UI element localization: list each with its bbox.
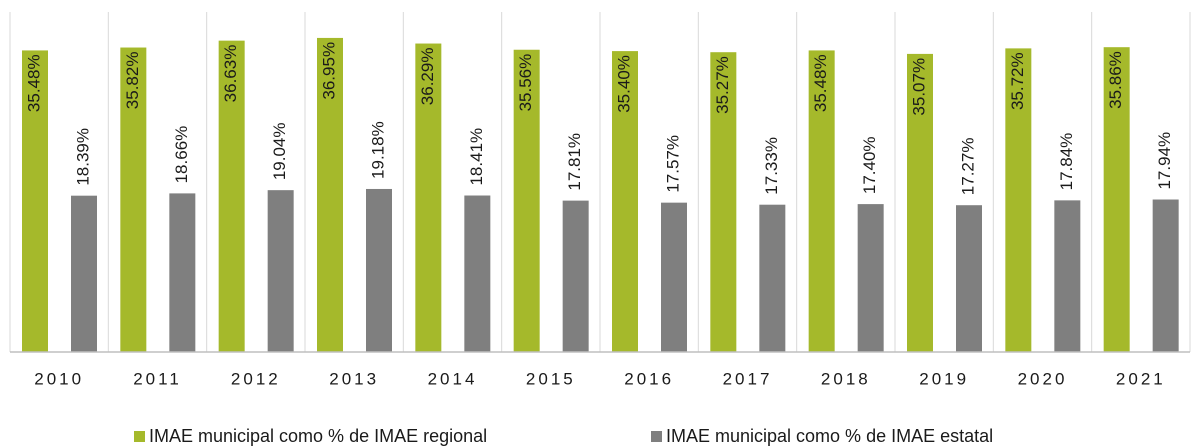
data-label: 36.63%	[221, 45, 240, 103]
bar	[907, 53, 933, 352]
data-label: 17.94%	[1155, 132, 1174, 190]
data-label: 35.40%	[614, 55, 633, 113]
data-label: 35.82%	[123, 52, 142, 110]
x-tick-label: 2010	[34, 369, 84, 388]
bar	[366, 188, 392, 352]
x-tick-label: 2017	[723, 369, 773, 388]
bar	[612, 51, 638, 352]
bar	[415, 43, 442, 352]
legend-swatch	[651, 431, 662, 442]
bar	[759, 204, 786, 352]
x-tick-label: 2011	[133, 369, 182, 388]
bar	[317, 37, 343, 353]
legend-label: IMAE municipal como % de IMAE estatal	[666, 426, 993, 446]
data-label: 18.39%	[73, 128, 92, 186]
data-label: 35.72%	[1008, 52, 1027, 110]
data-label: 35.07%	[909, 58, 928, 116]
data-label: 17.40%	[860, 136, 879, 194]
bar	[1005, 48, 1032, 352]
bar	[1103, 47, 1130, 352]
bar	[120, 47, 147, 352]
data-label: 19.18%	[368, 121, 387, 179]
bar	[1054, 200, 1081, 352]
bar	[218, 40, 245, 353]
bar	[1152, 199, 1179, 352]
data-label: 17.84%	[1057, 133, 1076, 191]
legend-label: IMAE municipal como % de IMAE regional	[149, 426, 487, 446]
bar	[22, 50, 48, 353]
data-label: 35.56%	[516, 54, 535, 112]
bar	[956, 205, 982, 352]
data-label: 17.33%	[762, 137, 781, 195]
data-label: 35.48%	[24, 54, 43, 112]
data-label: 18.66%	[172, 126, 191, 184]
x-tick-label: 2016	[624, 369, 674, 388]
data-label: 35.27%	[713, 56, 732, 114]
data-label: 35.86%	[1106, 51, 1125, 109]
data-label: 36.95%	[319, 42, 338, 100]
data-label: 35.48%	[811, 54, 830, 112]
x-tick-label: 2012	[231, 369, 281, 388]
data-label: 18.41%	[467, 128, 486, 186]
x-tick-label: 2013	[329, 369, 379, 388]
bar	[661, 202, 687, 352]
x-tick-label: 2020	[1018, 369, 1068, 388]
data-label: 36.29%	[418, 48, 437, 106]
bar	[808, 50, 835, 353]
x-tick-label: 2014	[428, 369, 478, 388]
bar	[710, 52, 737, 353]
x-tick-label: 2021	[1116, 369, 1166, 388]
bar	[267, 190, 294, 352]
bar	[464, 195, 491, 352]
legend-swatch	[134, 431, 145, 442]
x-tick-label: 2018	[821, 369, 871, 388]
x-tick-label: 2015	[526, 369, 576, 388]
x-tick-label: 2019	[919, 369, 969, 388]
bar	[71, 195, 97, 352]
bar	[562, 200, 589, 352]
bar	[857, 204, 884, 352]
data-label: 17.27%	[958, 138, 977, 196]
data-label: 17.57%	[663, 135, 682, 193]
data-label: 19.04%	[270, 122, 289, 180]
bar	[513, 49, 540, 353]
bar	[169, 193, 196, 352]
data-label: 17.81%	[565, 133, 584, 191]
